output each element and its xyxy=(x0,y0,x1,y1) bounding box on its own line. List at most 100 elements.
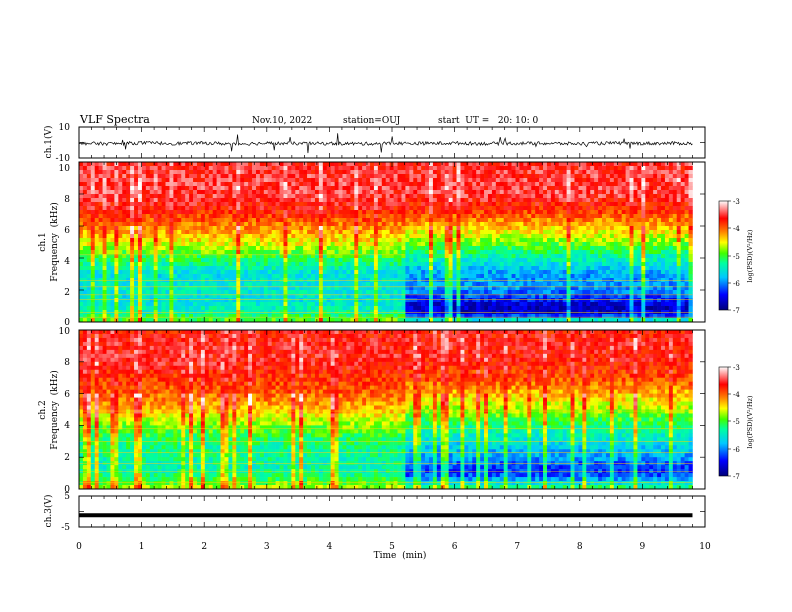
spectrogram-cell xyxy=(126,210,131,215)
spectrogram-cell xyxy=(314,166,320,171)
spectrogram-cell xyxy=(90,210,96,215)
spectrogram-cell xyxy=(248,218,253,223)
spectrogram-cell xyxy=(531,282,536,287)
spectrogram-cell xyxy=(460,162,465,167)
spectrogram-cell xyxy=(326,186,331,191)
spectrogram-cell xyxy=(495,246,501,251)
spectrogram-cell xyxy=(279,214,284,219)
spectrogram-cell xyxy=(432,246,438,251)
spectrogram-cell xyxy=(90,242,96,247)
spectrogram-cell xyxy=(106,178,111,183)
spectrogram-cell xyxy=(252,198,257,203)
spectrogram-cell xyxy=(405,198,410,203)
spectrogram-cell xyxy=(456,290,461,295)
spectrogram-cell xyxy=(94,254,99,259)
spectrogram-cell xyxy=(507,178,512,183)
spectrogram-cell xyxy=(543,242,548,247)
spectrogram-cell xyxy=(472,250,477,255)
spectrogram-cell xyxy=(531,298,536,303)
spectrogram-cell xyxy=(452,226,457,231)
spectrogram-cell xyxy=(236,170,241,175)
spectrogram-cell xyxy=(114,250,119,255)
spectrogram-cell xyxy=(523,302,528,307)
spectrogram-cell xyxy=(114,214,119,219)
spectrogram-cell xyxy=(279,230,284,235)
spectrogram-cell xyxy=(94,190,99,195)
spectrogram-cell xyxy=(326,250,331,255)
spectrogram-cell xyxy=(558,162,563,167)
spectrogram-cell xyxy=(259,182,265,187)
spectrogram-cell xyxy=(503,198,508,203)
spectrogram-cell xyxy=(487,262,493,267)
spectrogram-cell xyxy=(460,282,465,287)
spectrogram-cell xyxy=(161,306,166,311)
spectrogram-cell xyxy=(248,178,253,183)
spectrogram-cell xyxy=(232,298,237,303)
spectrogram-cell xyxy=(476,178,481,183)
spectrogram-cell xyxy=(173,186,178,191)
spectrogram-cell xyxy=(196,170,202,175)
spectrogram-cell xyxy=(484,190,489,195)
spectrogram-cell xyxy=(546,226,552,231)
spectrogram-cell xyxy=(499,178,505,183)
spectrogram-cell xyxy=(169,266,174,271)
spectrogram-cell xyxy=(255,198,261,203)
spectrogram-cell xyxy=(106,246,111,251)
spectrogram-cell xyxy=(539,314,544,319)
spectrogram-cell xyxy=(255,286,261,291)
spectrogram-cell xyxy=(79,290,84,295)
spectrogram-cell xyxy=(279,210,284,215)
spectrogram-cell xyxy=(248,214,253,219)
spectrogram-cell xyxy=(236,254,241,259)
spectrogram-cell xyxy=(255,302,261,307)
spectrogram-cell xyxy=(527,286,532,291)
spectrogram-cell xyxy=(157,286,162,291)
spectrogram-cell xyxy=(287,314,292,319)
spectrogram-cell xyxy=(259,190,265,195)
spectrogram-cell xyxy=(480,242,485,247)
spectrogram-cell xyxy=(546,238,552,243)
spectrogram-cell xyxy=(366,234,371,239)
spectrogram-cell xyxy=(417,198,422,203)
spectrogram-cell xyxy=(86,270,92,275)
spectrogram-cell xyxy=(271,222,276,227)
spectrogram-cell xyxy=(519,178,524,183)
spectrogram-cell xyxy=(484,266,489,271)
spectrogram-cell xyxy=(252,314,257,319)
spectrogram-cell xyxy=(240,214,245,219)
spectrogram-cell xyxy=(393,270,398,275)
spectrogram-cell xyxy=(366,174,371,179)
spectrogram-cell xyxy=(86,226,92,231)
spectrogram-cell xyxy=(248,182,253,187)
spectrogram-cell xyxy=(134,270,139,275)
spectrogram-cell xyxy=(468,170,473,175)
spectrogram-cell xyxy=(126,194,131,199)
spectrogram-cell xyxy=(318,262,324,267)
spectrogram-cell xyxy=(354,214,359,219)
spectrogram-cell xyxy=(515,294,520,299)
spectrogram-cell xyxy=(212,214,217,219)
spectrogram-cell xyxy=(204,250,210,255)
spectrogram-cell xyxy=(86,202,92,207)
spectrogram-cell xyxy=(212,210,217,215)
spectrogram-cell xyxy=(295,182,300,187)
spectrogram-cell xyxy=(546,250,552,255)
spectrogram-cell xyxy=(263,210,269,215)
spectrogram-cell xyxy=(248,286,253,291)
spectrogram-cell xyxy=(267,238,272,243)
spectrogram-cell xyxy=(263,182,269,187)
spectrogram-cell xyxy=(511,306,516,311)
spectrogram-cell xyxy=(342,174,347,179)
spectrogram-cell xyxy=(499,298,505,303)
spectrogram-cell xyxy=(480,318,485,323)
spectrogram-cell xyxy=(377,286,383,291)
spectrogram-cell xyxy=(350,274,355,279)
spectrogram-cell xyxy=(543,190,548,195)
spectrogram-cell xyxy=(326,182,331,187)
spectrogram-cell xyxy=(204,166,210,171)
spectrogram-cell xyxy=(511,202,516,207)
spectrogram-cell xyxy=(543,210,548,215)
spectrogram-cell xyxy=(200,226,206,231)
spectrogram-cell xyxy=(440,294,446,299)
spectrogram-cell xyxy=(86,290,92,295)
